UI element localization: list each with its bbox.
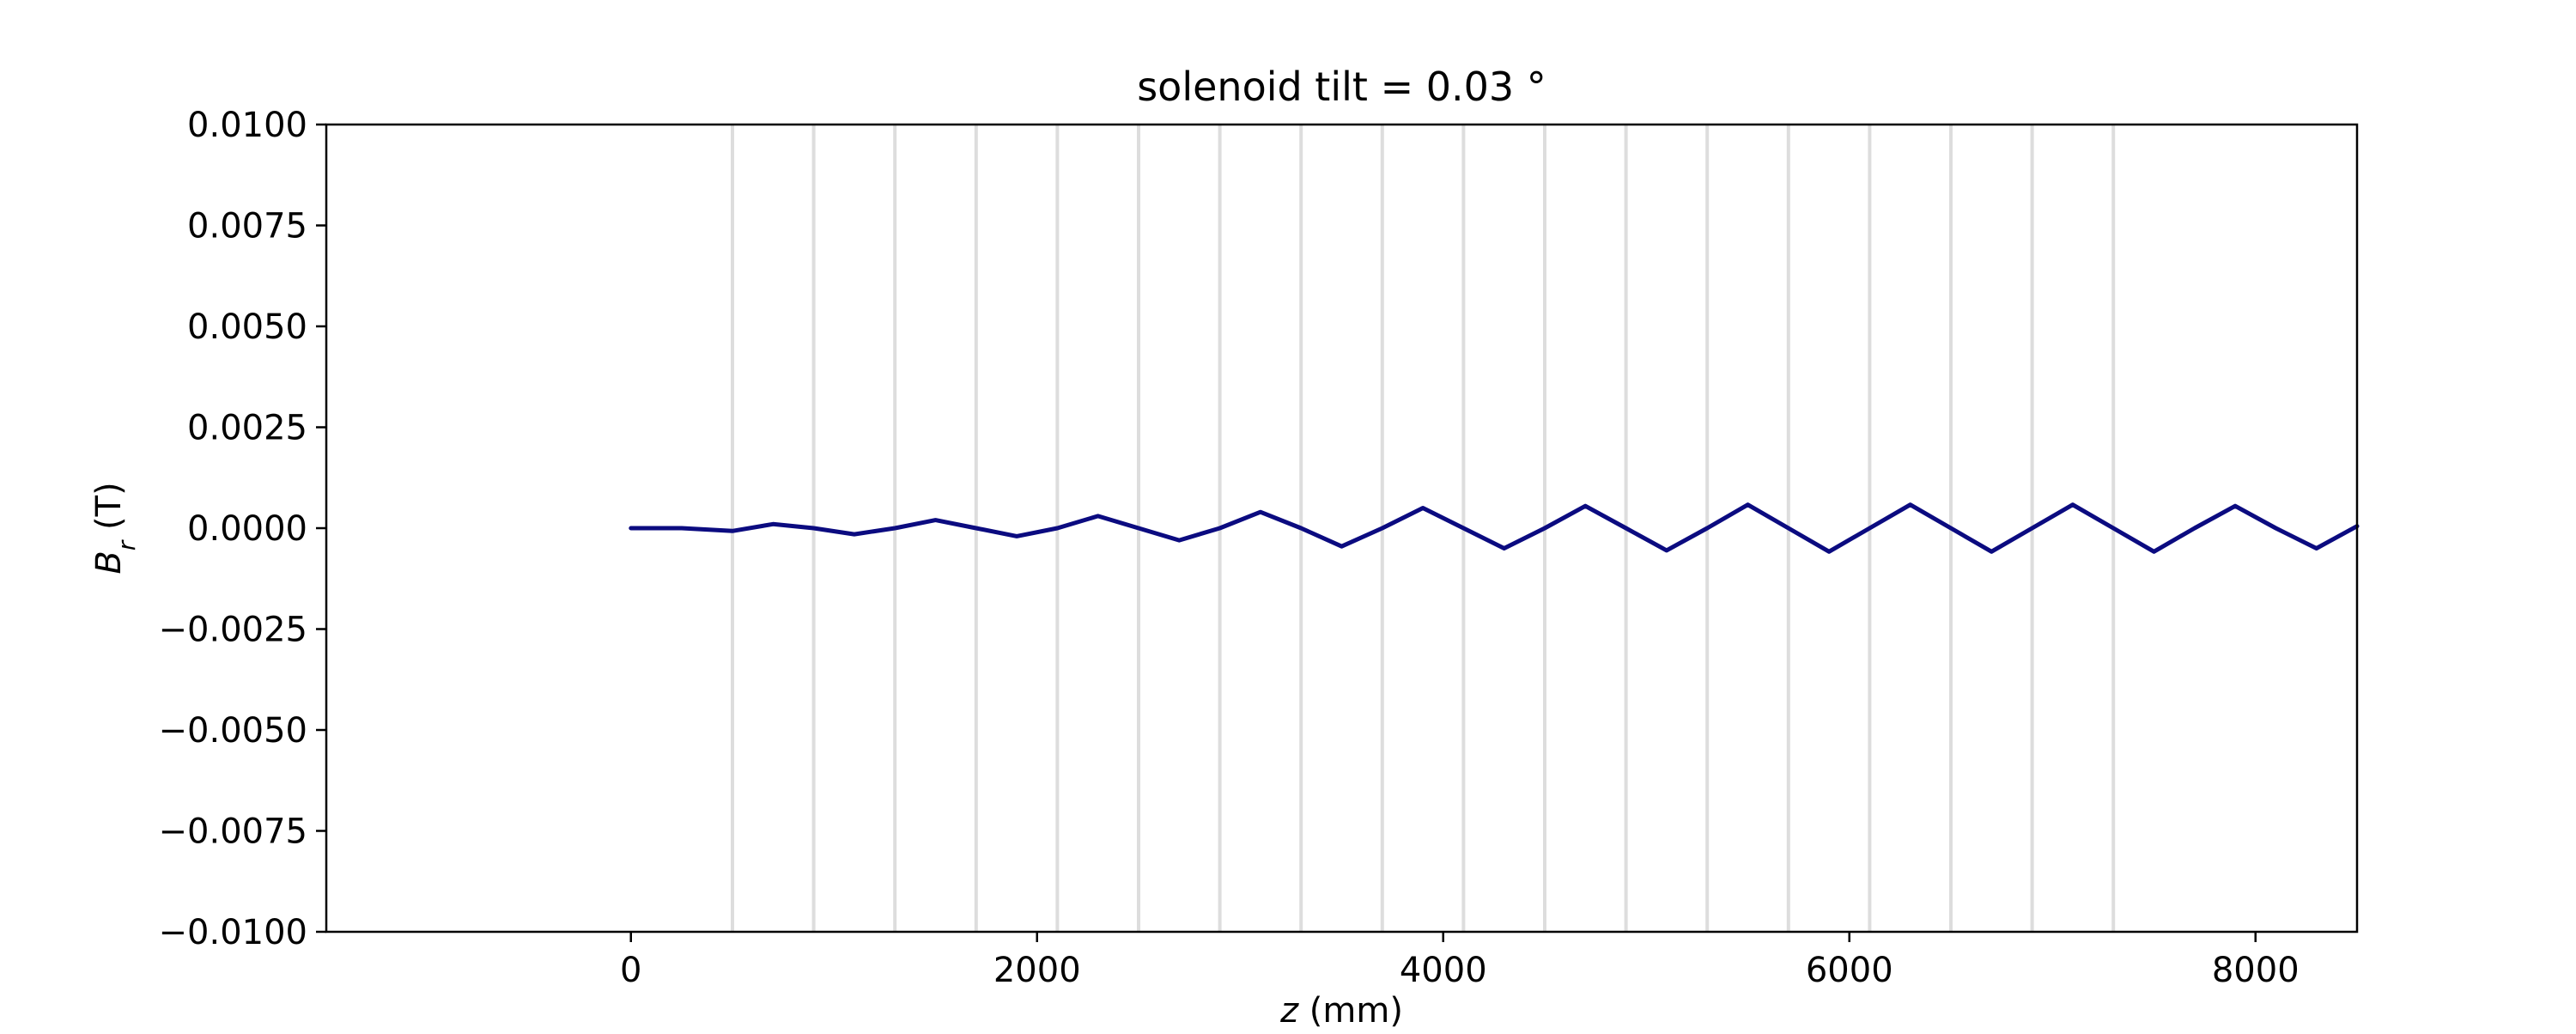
y-axis-label-subscript: r bbox=[112, 539, 141, 550]
y-tick-label: −0.0025 bbox=[159, 611, 307, 650]
x-tick-label: 2000 bbox=[993, 951, 1081, 990]
y-axis-label-variable: B bbox=[89, 550, 129, 574]
chart-title: solenoid tilt = 0.03 ° bbox=[1137, 64, 1546, 110]
x-tick-label: 8000 bbox=[2212, 951, 2300, 990]
series-line bbox=[629, 502, 2360, 554]
y-tick-label: 0.0025 bbox=[187, 409, 307, 448]
x-tick-label: 0 bbox=[620, 951, 641, 990]
y-axis-label: Br (T) bbox=[89, 482, 141, 574]
x-axis-ticks: 0 2000 4000 6000 8000 bbox=[620, 932, 2300, 990]
y-tick-label: −0.0100 bbox=[159, 913, 307, 952]
y-tick-label: −0.0050 bbox=[159, 711, 307, 751]
series-layer bbox=[629, 502, 2360, 554]
y-tick-label: 0.0000 bbox=[187, 509, 307, 549]
x-tick-label: 4000 bbox=[1400, 951, 1487, 990]
y-axis-label-unit: (T) bbox=[89, 482, 129, 540]
y-tick-label: −0.0075 bbox=[159, 812, 307, 852]
x-axis-label-unit: (mm) bbox=[1298, 991, 1403, 1031]
y-tick-label: 0.0050 bbox=[187, 307, 307, 347]
y-axis-ticks: 0.0100 0.0075 0.0050 0.0025 0.0000 −0.0025 −0.… bbox=[159, 106, 326, 952]
y-tick-label: 0.0075 bbox=[187, 207, 307, 246]
x-tick-label: 6000 bbox=[1806, 951, 1893, 990]
x-axis-label-variable: z bbox=[1279, 991, 1299, 1031]
x-axis-label: z (mm) bbox=[1279, 991, 1403, 1031]
y-tick-label: 0.0100 bbox=[187, 106, 307, 145]
